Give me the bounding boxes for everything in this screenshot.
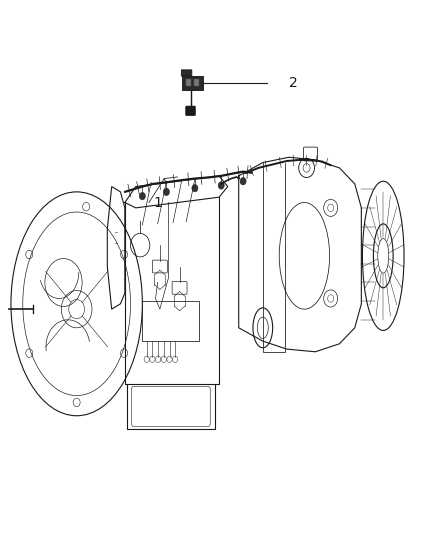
- FancyBboxPatch shape: [194, 79, 199, 86]
- Circle shape: [192, 184, 198, 192]
- FancyBboxPatch shape: [186, 106, 195, 116]
- FancyBboxPatch shape: [182, 76, 203, 90]
- FancyBboxPatch shape: [186, 79, 191, 86]
- Circle shape: [240, 177, 246, 185]
- Text: 2: 2: [289, 76, 298, 90]
- Circle shape: [139, 192, 145, 200]
- Circle shape: [218, 182, 224, 189]
- FancyBboxPatch shape: [181, 70, 192, 76]
- Text: 1: 1: [153, 196, 162, 209]
- Circle shape: [163, 188, 170, 196]
